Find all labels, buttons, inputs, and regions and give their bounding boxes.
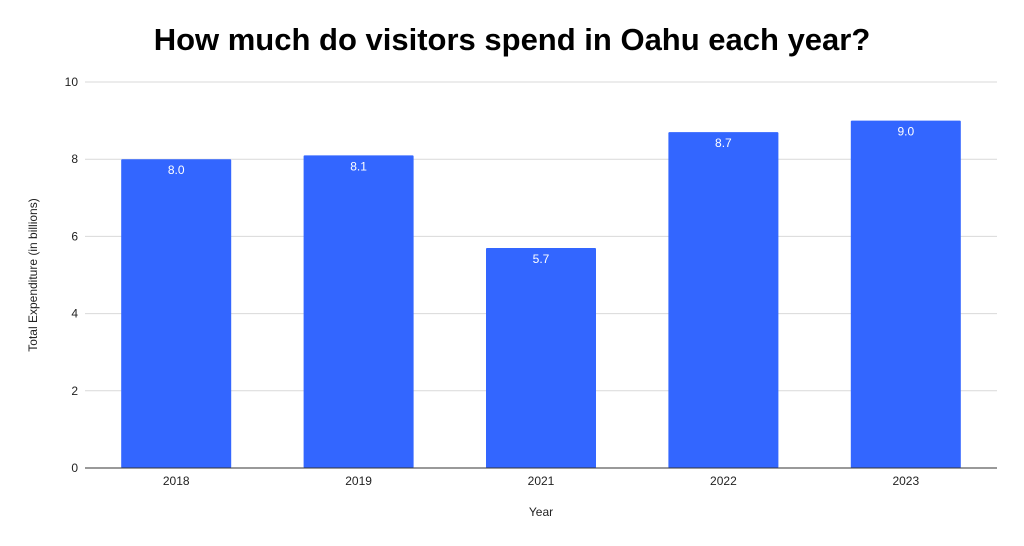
y-tick-label: 2 <box>71 384 78 398</box>
bar <box>850 120 961 468</box>
chart-title: How much do visitors spend in Oahu each … <box>153 22 871 57</box>
y-tick-label: 0 <box>71 461 78 475</box>
y-tick-label: 8 <box>71 152 78 166</box>
bar-value-label: 5.7 <box>533 252 550 266</box>
x-tick-label: 2021 <box>528 474 555 488</box>
y-tick-label: 6 <box>71 229 78 243</box>
x-tick-label: 2023 <box>892 474 919 488</box>
bar-value-label: 8.0 <box>168 163 185 177</box>
bar-value-label: 9.0 <box>897 125 914 139</box>
x-tick-label: 2022 <box>710 474 737 488</box>
bar <box>303 155 414 468</box>
y-axis-label: Total Expenditure (in billions) <box>26 198 40 351</box>
bar-value-label: 8.7 <box>715 136 732 150</box>
x-tick-label: 2018 <box>163 474 190 488</box>
bar <box>668 132 779 468</box>
bar <box>121 159 232 468</box>
x-tick-label: 2019 <box>345 474 372 488</box>
x-axis-ticks: 2018 2019 2021 2022 2023 <box>163 474 920 488</box>
y-tick-label: 10 <box>65 75 79 89</box>
y-tick-label: 4 <box>71 307 78 321</box>
data-labels: 8.0 8.1 5.7 8.7 9.0 <box>168 125 915 266</box>
y-axis-ticks: 0 2 4 6 8 10 <box>65 75 79 475</box>
bar-value-label: 8.1 <box>350 159 367 173</box>
x-axis-label: Year <box>529 505 553 519</box>
bars <box>121 120 961 468</box>
bar <box>486 247 596 468</box>
